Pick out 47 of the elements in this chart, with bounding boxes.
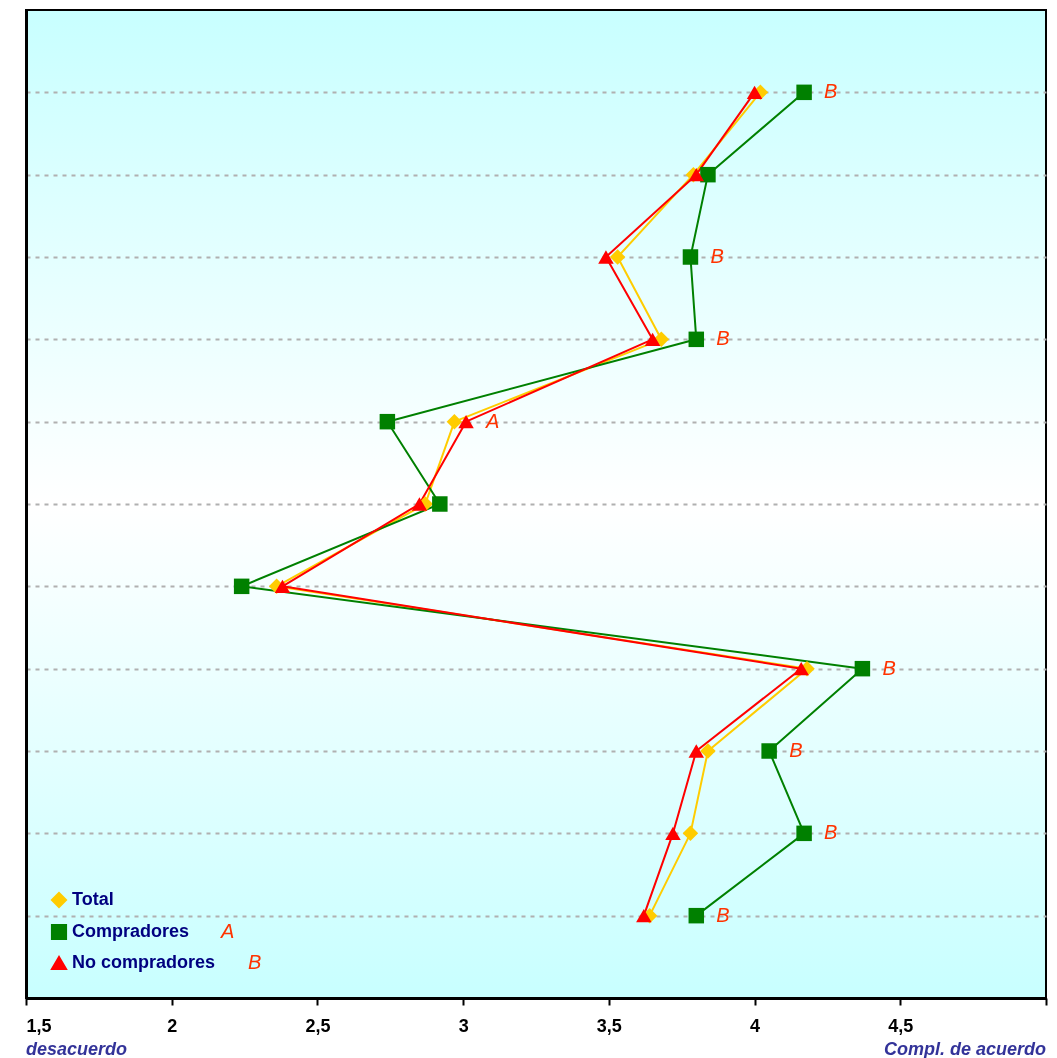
point (379, 413, 396, 430)
data-label: B (716, 903, 730, 926)
point (793, 661, 809, 676)
legend-label: Compradores (72, 921, 190, 941)
x-tick-label: 3,5 (596, 1015, 622, 1036)
legend-label: No compradores (72, 952, 216, 972)
point (682, 825, 699, 842)
x-tick-label: 2,5 (305, 1015, 331, 1036)
annotation: A (220, 920, 235, 942)
data-label: B (710, 245, 724, 267)
point (796, 84, 812, 101)
point (682, 249, 699, 265)
data-label: B (824, 80, 838, 103)
point (688, 744, 705, 758)
point (233, 578, 250, 595)
x-tick-label: 4,5 (888, 1015, 914, 1036)
point (746, 85, 763, 100)
x-tick-label: 4 (750, 1015, 761, 1036)
data-label: B (716, 327, 730, 350)
point (274, 579, 291, 594)
point (411, 497, 428, 511)
legend-label: Total (72, 889, 114, 909)
data-label: A (485, 409, 500, 432)
point (665, 826, 681, 841)
point (688, 331, 705, 348)
point (598, 250, 614, 264)
point (636, 908, 652, 923)
point (432, 496, 448, 512)
point (688, 907, 705, 924)
x-tick-label: 1,5 (26, 1015, 52, 1036)
data-label: B (824, 821, 838, 844)
text: desacuerdo (26, 1039, 128, 1058)
point (446, 413, 463, 430)
x-tick-label: 2 (167, 1015, 178, 1036)
text: Compl. de acuerdo (883, 1039, 1046, 1058)
point (644, 332, 661, 347)
point (700, 166, 716, 183)
annotation: B (248, 951, 262, 973)
point (458, 414, 474, 429)
x-tick-label: 3 (458, 1015, 469, 1036)
data-label: B (789, 739, 803, 761)
point (854, 660, 871, 677)
point (700, 743, 716, 759)
point (796, 825, 812, 842)
point (761, 743, 777, 759)
data-label: B (882, 656, 896, 679)
point (609, 249, 626, 265)
